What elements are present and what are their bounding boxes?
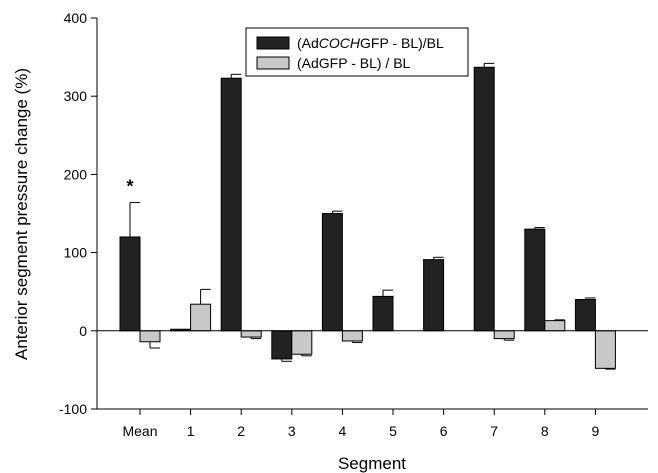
bar-series-1 bbox=[473, 66, 495, 332]
legend-label-series-1: (AdCOCHGFP - BL)/BL bbox=[297, 35, 444, 51]
x-tick-label: 9 bbox=[592, 423, 600, 439]
x-tick-label: 1 bbox=[187, 423, 195, 439]
legend-swatch-series-2 bbox=[256, 56, 290, 70]
bar-series-2 bbox=[493, 330, 515, 340]
bar-series-2 bbox=[544, 320, 566, 332]
significance-annotation: * bbox=[126, 176, 133, 196]
bar-series-2 bbox=[341, 330, 363, 342]
x-tick-label: Mean bbox=[122, 423, 157, 439]
x-tick-label: 4 bbox=[339, 423, 347, 439]
bars-layer bbox=[119, 62, 616, 370]
axes-layer bbox=[96, 18, 648, 410]
legend: (AdCOCHGFP - BL)/BL (AdGFP - BL) / BL bbox=[245, 27, 469, 77]
ticks-layer: -100 0 100 200 300 400 Mean 1 2 3 4 5 6 7 8 9 bbox=[59, 10, 600, 439]
bar-series-1 bbox=[423, 259, 445, 332]
bar-series-1 bbox=[574, 299, 596, 332]
x-axis-title: Segment bbox=[338, 454, 406, 473]
y-tick-label: 100 bbox=[64, 245, 88, 261]
y-tick-label: 400 bbox=[64, 10, 88, 26]
x-tick-label: 2 bbox=[237, 423, 245, 439]
bar-series-1 bbox=[321, 213, 343, 332]
bar-series-2 bbox=[139, 330, 161, 343]
y-tick-label: 200 bbox=[64, 166, 88, 182]
y-axis-title: Anterior segment pressure change (%) bbox=[12, 68, 31, 360]
x-tick-label: 8 bbox=[541, 423, 549, 439]
bar-series-1 bbox=[524, 228, 546, 332]
x-tick-label: 3 bbox=[288, 423, 296, 439]
annotation-layer: * bbox=[126, 176, 133, 196]
y-tick-label: -100 bbox=[59, 401, 87, 417]
y-tick-label: 0 bbox=[79, 323, 87, 339]
x-tick-label: 5 bbox=[389, 423, 397, 439]
x-tick-label: 6 bbox=[440, 423, 448, 439]
bar-series-2 bbox=[291, 330, 313, 355]
y-tick-label: 300 bbox=[64, 88, 88, 104]
bar-series-2 bbox=[190, 303, 212, 332]
bar-series-1 bbox=[271, 330, 293, 360]
legend-label-series-2: (AdGFP - BL) / BL bbox=[297, 55, 411, 71]
x-tick-label: 7 bbox=[490, 423, 498, 439]
bar-series-1 bbox=[220, 77, 242, 332]
legend-swatch-series-1 bbox=[256, 36, 290, 50]
bar-series-1 bbox=[372, 295, 394, 332]
bar-series-1 bbox=[119, 236, 141, 332]
bar-series-2 bbox=[240, 330, 262, 338]
bar-series-2 bbox=[594, 330, 616, 369]
